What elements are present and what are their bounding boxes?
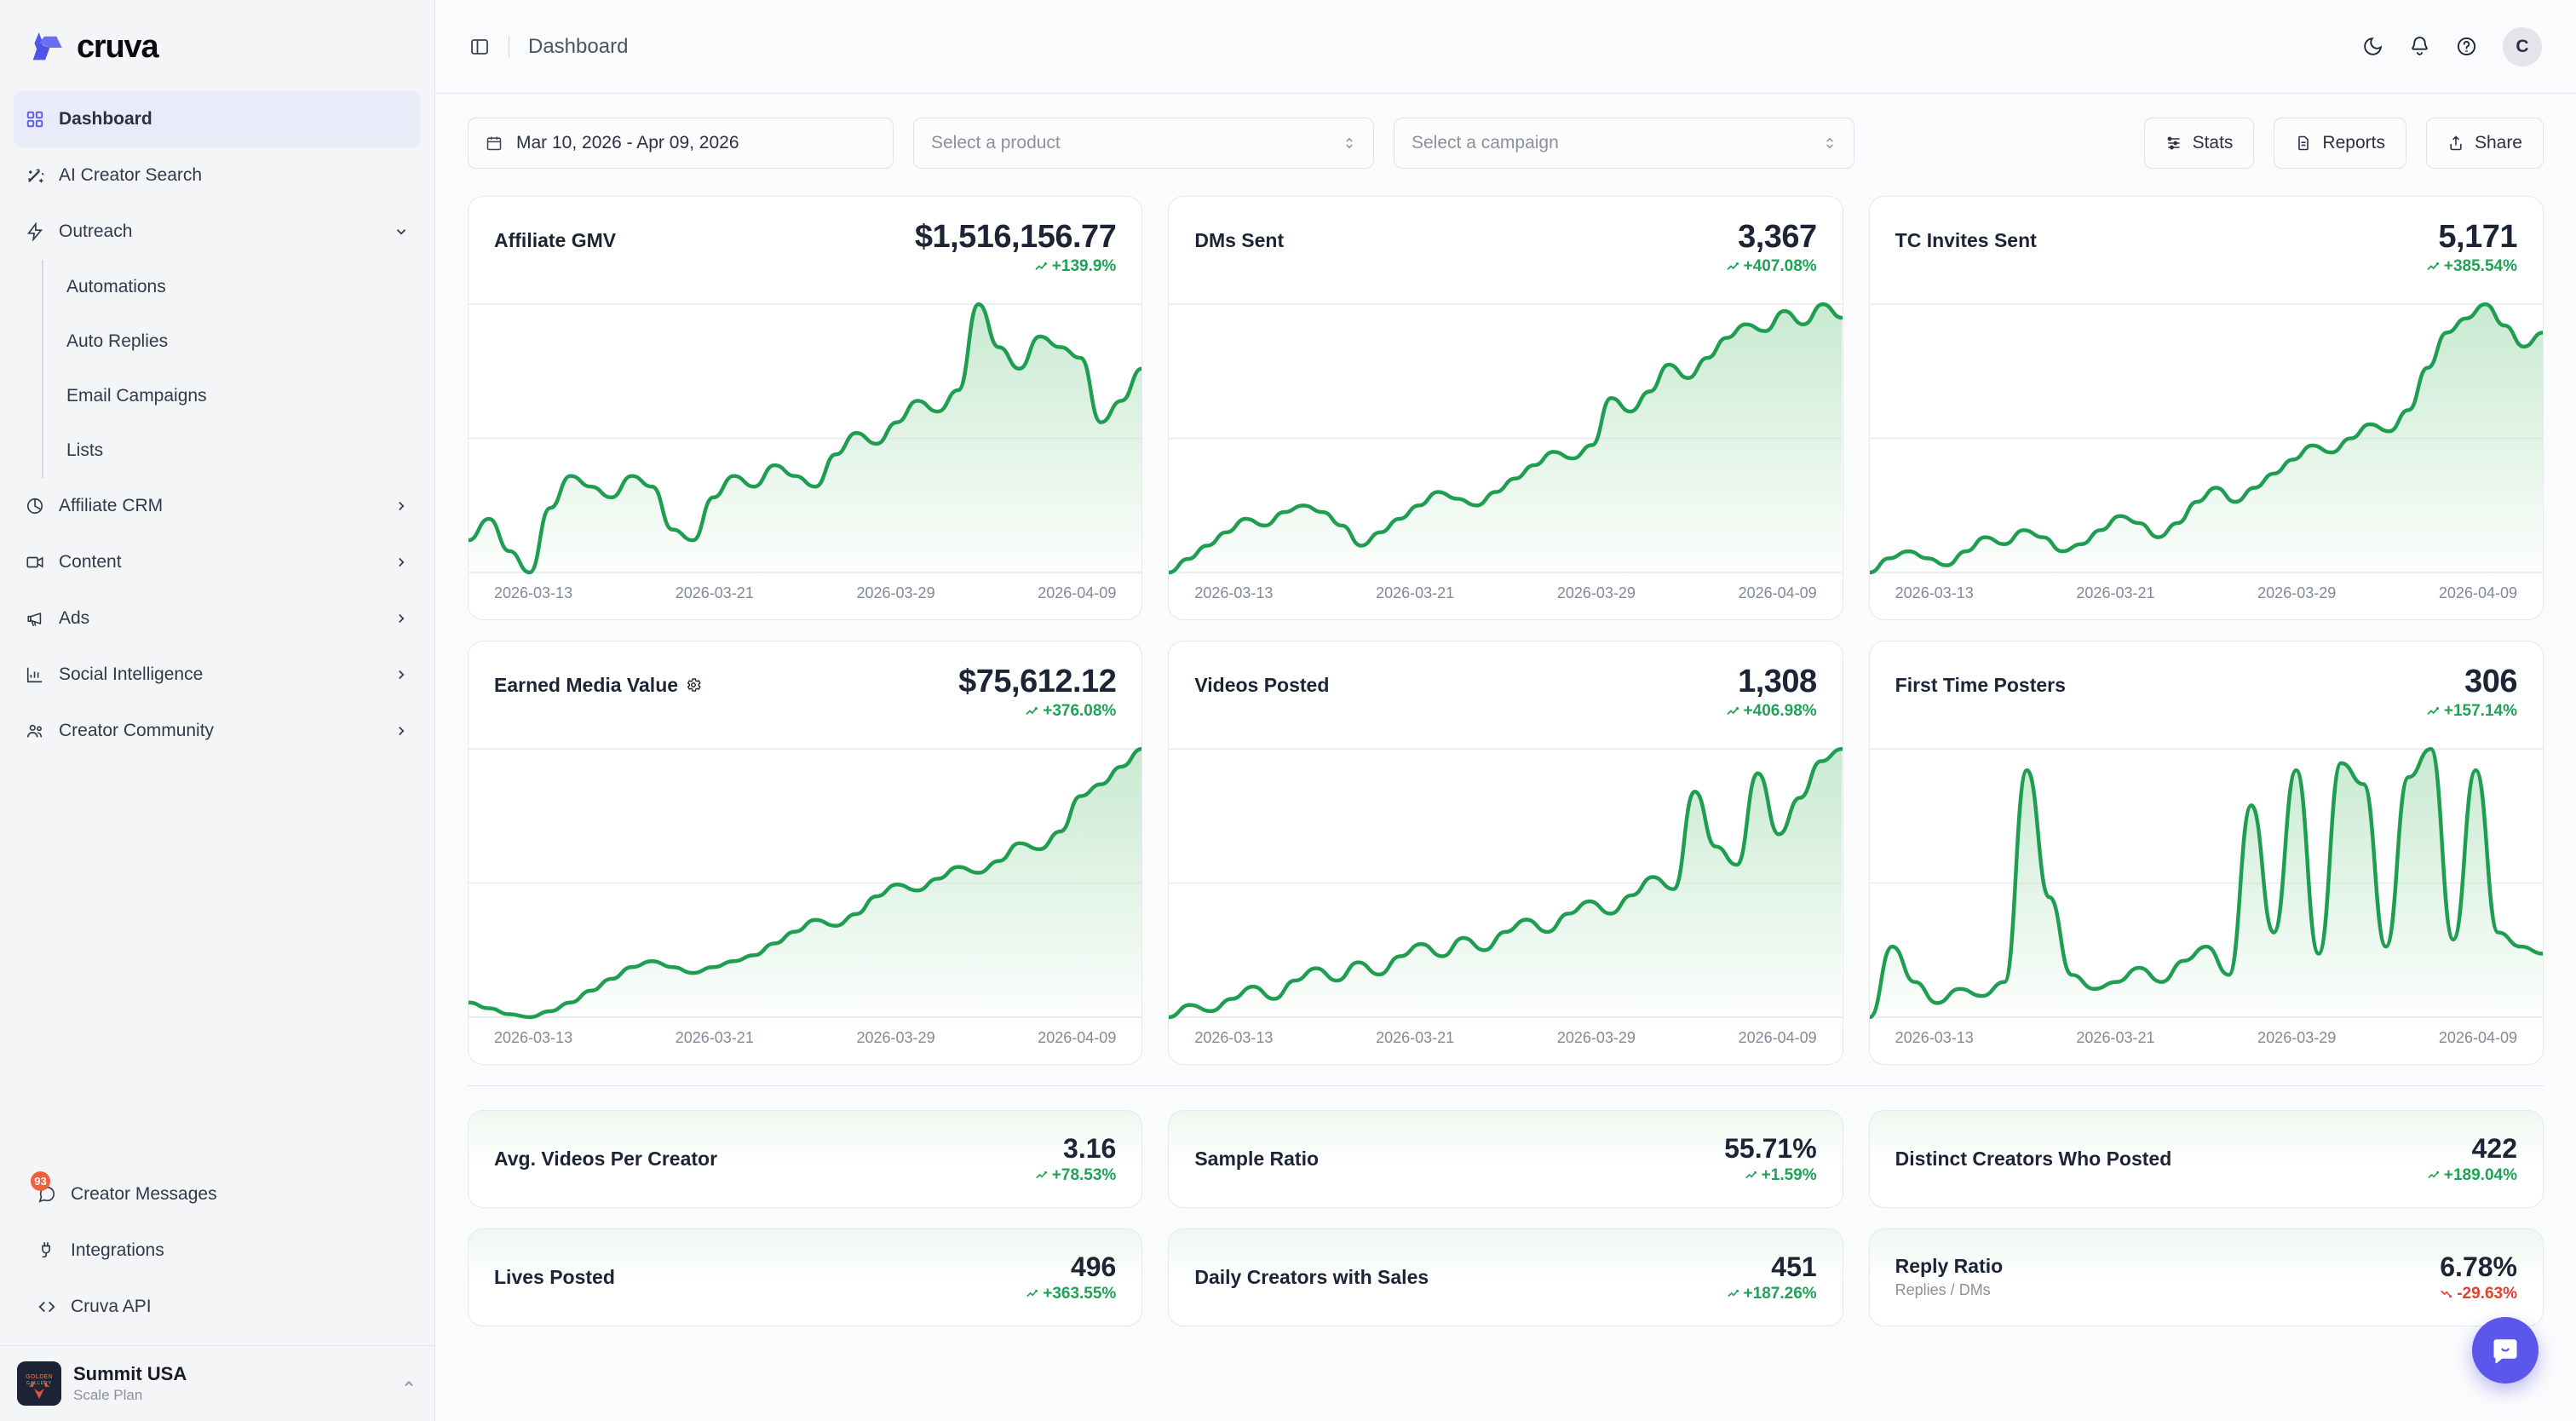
svg-text:GOLDEN: GOLDEN — [26, 1374, 53, 1380]
svg-text:GALLERY: GALLERY — [26, 1381, 52, 1386]
